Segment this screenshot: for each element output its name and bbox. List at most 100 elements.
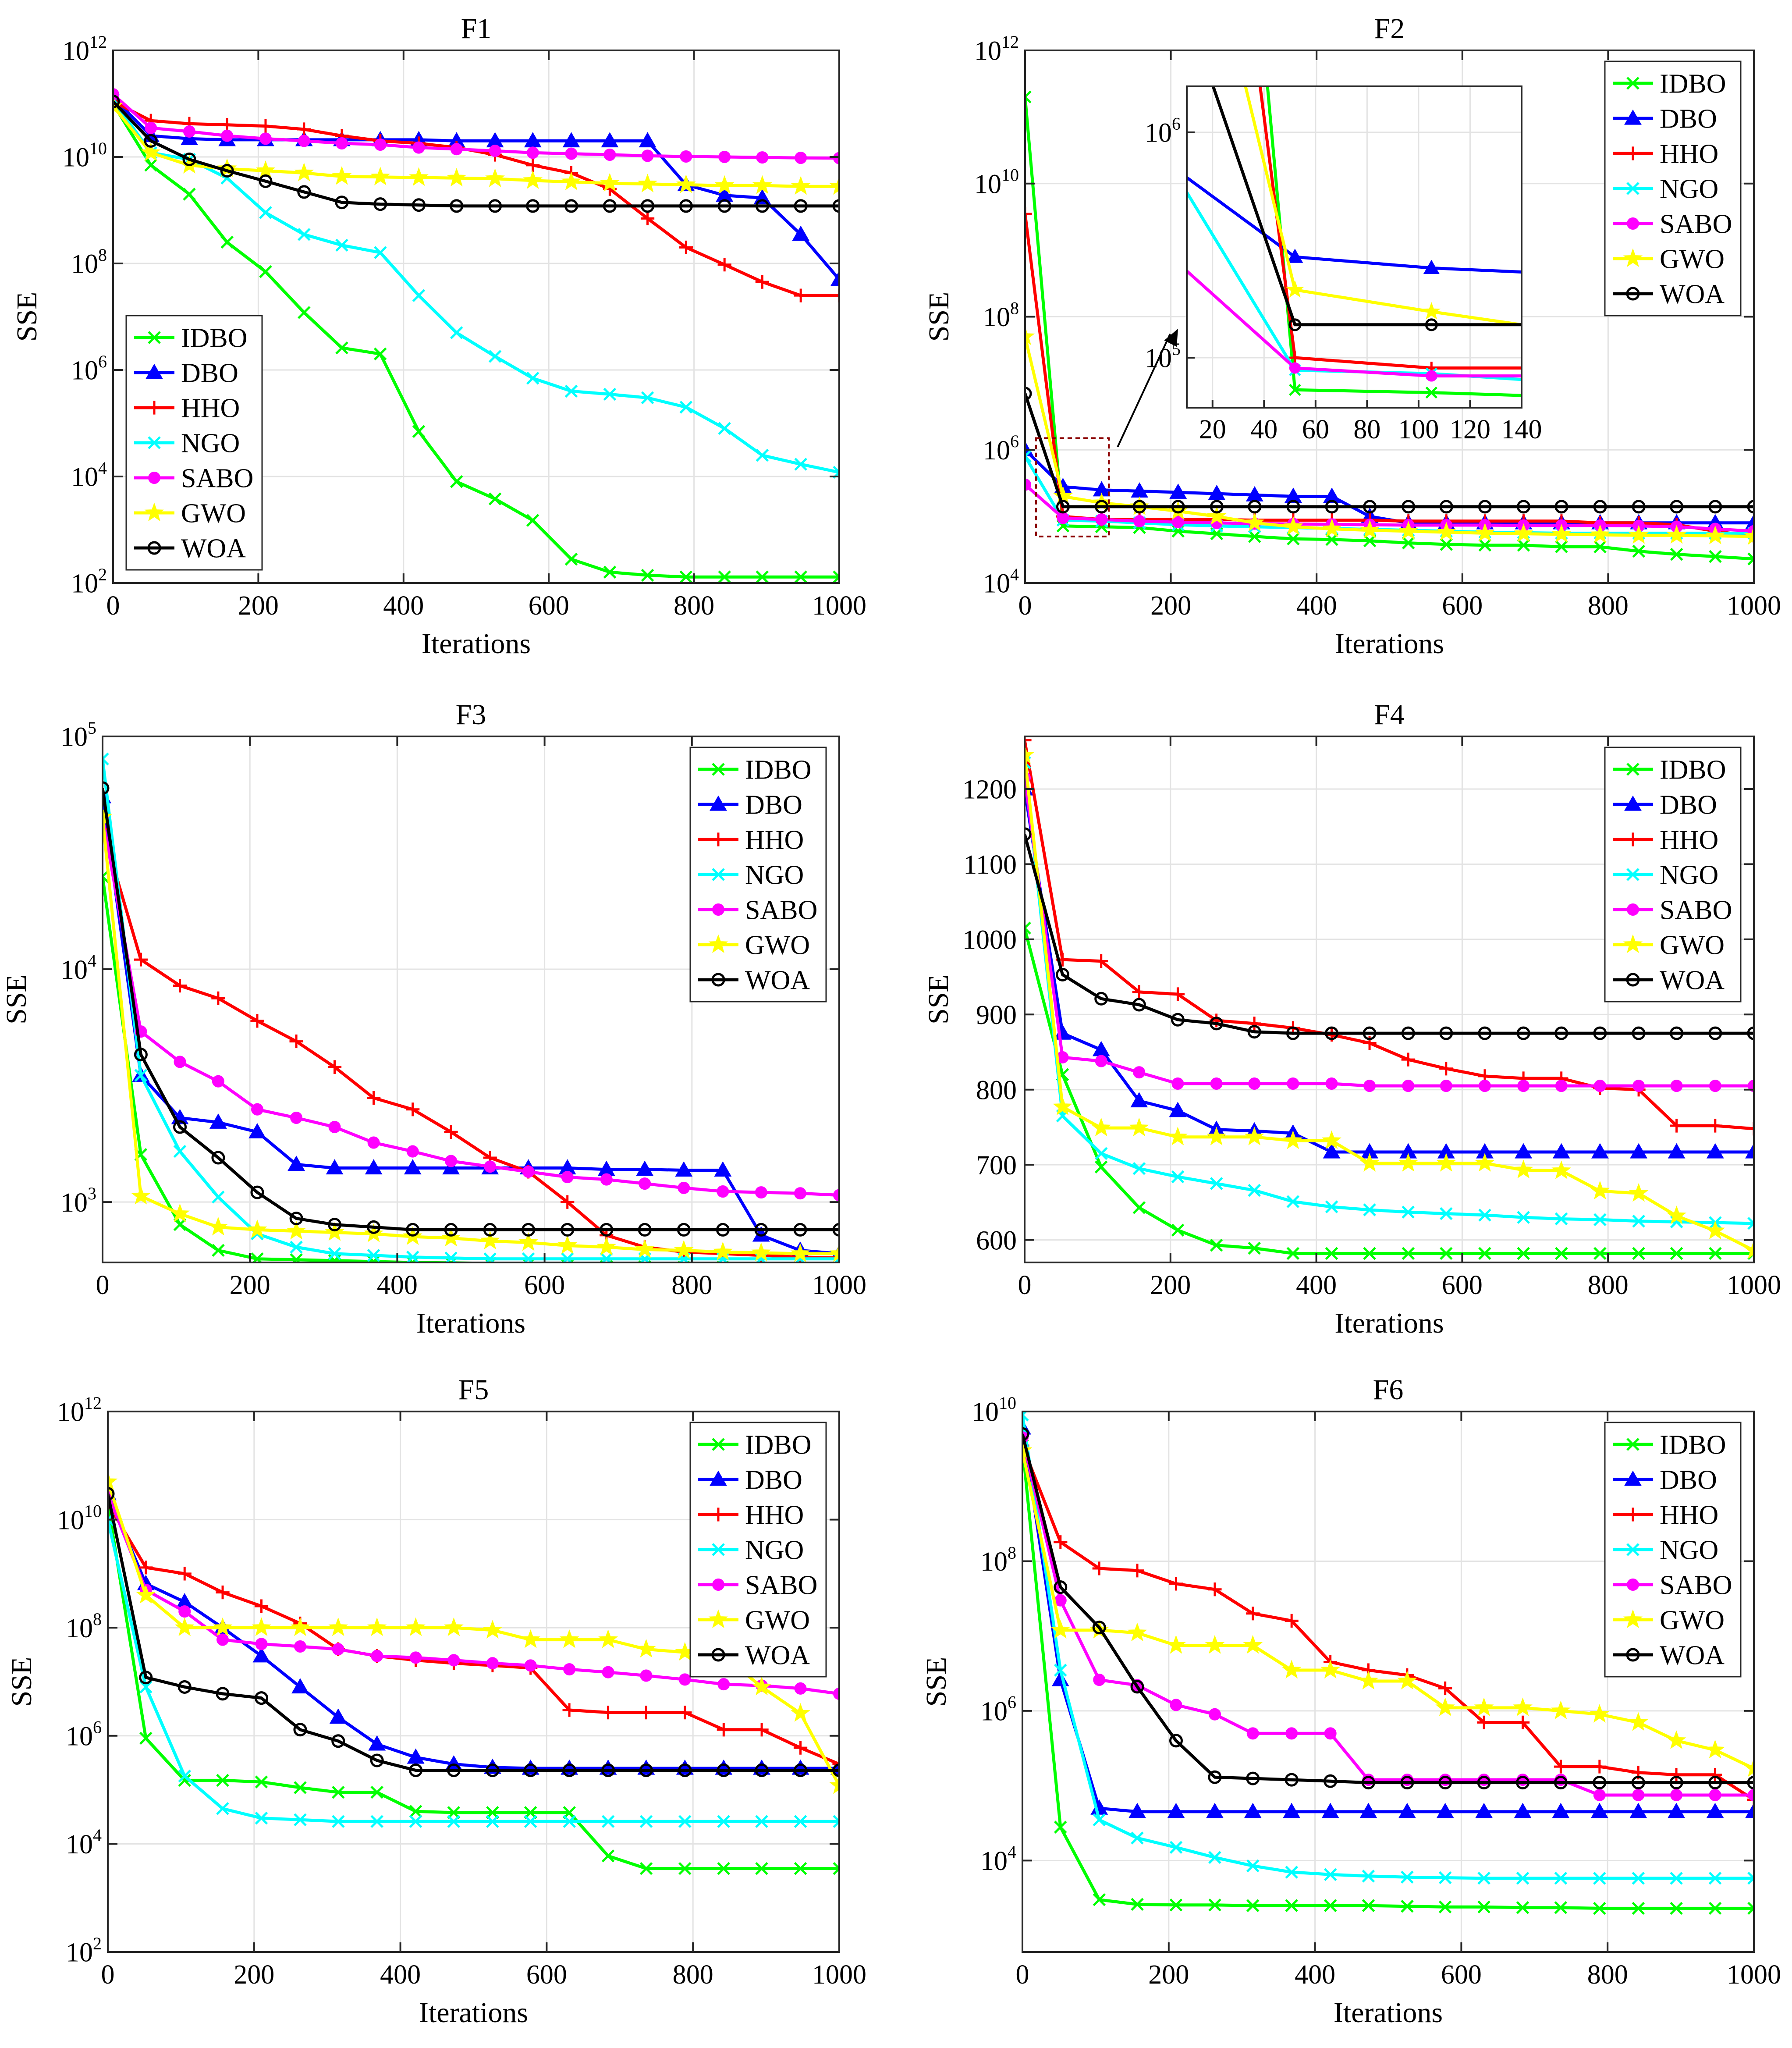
marker-gwo [752, 1676, 772, 1696]
marker-hho [1708, 1768, 1722, 1782]
x-tick-label: 400 [1295, 1960, 1335, 1990]
inset-line-sabo [1187, 269, 1522, 378]
marker-idbo [1210, 1238, 1223, 1252]
marker-idbo [1517, 538, 1530, 552]
marker-ngo [139, 1680, 153, 1694]
marker-sabo [1593, 1080, 1606, 1092]
marker-idbo [1670, 1247, 1683, 1260]
marker-gwo [600, 173, 620, 192]
marker-woa [1670, 500, 1684, 514]
marker-idbo [298, 306, 311, 319]
x-tick-label: 1000 [812, 1270, 866, 1300]
marker-ngo [1670, 1872, 1683, 1885]
legend-marker [1626, 182, 1639, 195]
legend-entry-dbo: DBO [1613, 790, 1717, 820]
marker-ngo [255, 1811, 268, 1825]
legend-entry-ngo: NGO [1613, 1536, 1718, 1565]
marker-woa [177, 1680, 192, 1694]
marker-woa [1478, 1026, 1492, 1040]
marker-gwo [559, 1629, 579, 1648]
marker-gwo [714, 175, 735, 194]
legend-label: HHO [745, 825, 804, 855]
marker-sabo [524, 1659, 537, 1672]
marker-ngo [1054, 1664, 1067, 1677]
marker-gwo [635, 1239, 655, 1258]
x-tick-label: 600 [529, 591, 569, 621]
marker-gwo [1053, 1096, 1072, 1116]
marker-idbo [1025, 90, 1032, 103]
marker-hho [1054, 1535, 1068, 1549]
marker-gwo [598, 1629, 618, 1648]
marker-idbo [639, 1862, 653, 1875]
marker-gwo [1629, 1183, 1649, 1202]
inset-line-idbo [1266, 86, 1522, 397]
marker-sabo [298, 135, 310, 147]
marker-ngo [564, 384, 578, 398]
marker-sabo [251, 1103, 264, 1116]
y-tick-label: 104 [983, 565, 1019, 599]
marker-hho [1130, 1564, 1144, 1578]
marker-hho [717, 258, 731, 272]
marker-woa [289, 1212, 303, 1226]
marker-hho [259, 119, 273, 133]
line-sabo [108, 1493, 839, 1696]
marker-woa [328, 1218, 342, 1232]
marker-sabo [1025, 478, 1031, 491]
marker-ngo [600, 1252, 613, 1262]
marker-hho [1208, 1582, 1222, 1596]
marker-idbo [1402, 1247, 1415, 1260]
marker-ngo [1094, 1147, 1108, 1160]
marker-ngo [1554, 1872, 1568, 1885]
x-tick-label: 800 [1588, 591, 1629, 621]
legend-marker [148, 472, 160, 484]
legend: IDBO DBO HHO NGO SABO GWO WOA [1604, 1422, 1742, 1678]
marker-sabo [445, 1155, 458, 1167]
marker-idbo [526, 514, 539, 527]
marker-sabo [1632, 1080, 1645, 1092]
marker-gwo [1281, 1660, 1302, 1679]
marker-dbo [1745, 1143, 1754, 1159]
marker-woa [641, 199, 655, 213]
marker-sabo [212, 1075, 224, 1088]
marker-woa [832, 1764, 839, 1777]
line-idbo [108, 1503, 839, 1870]
x-tick-label: 200 [1148, 1960, 1189, 1990]
series-woa [103, 781, 839, 1237]
marker-woa [1054, 1580, 1068, 1594]
marker-hho [1669, 1768, 1683, 1782]
legend-label: GWO [1660, 1606, 1725, 1636]
legend-marker [1626, 973, 1640, 987]
x-tick-label: 1000 [812, 591, 866, 621]
legend-marker [710, 795, 727, 811]
marker-sabo [603, 148, 616, 161]
x-tick-label: 0 [96, 1270, 110, 1300]
marker-woa [1022, 1427, 1029, 1441]
legend-label: DBO [181, 359, 238, 388]
marker-hho [1747, 1793, 1754, 1807]
legend-marker [1623, 934, 1643, 953]
marker-sabo [489, 145, 501, 157]
marker-sabo [290, 1112, 303, 1124]
marker-woa [108, 1487, 115, 1501]
marker-ngo [1517, 1211, 1530, 1224]
marker-idbo [1747, 1902, 1754, 1915]
marker-sabo [1246, 1727, 1259, 1740]
marker-gwo [1590, 1180, 1610, 1200]
inset-marker-hho [1288, 351, 1302, 364]
axes-frame [102, 736, 840, 1263]
marker-sabo [255, 1638, 268, 1650]
marker-woa [1631, 1776, 1645, 1790]
marker-gwo [1091, 1117, 1111, 1137]
marker-idbo [173, 1218, 187, 1231]
marker-woa [1361, 1776, 1375, 1790]
line-idbo [1025, 928, 1754, 1255]
marker-woa [1324, 1774, 1338, 1788]
marker-sabo [1285, 1727, 1298, 1740]
series-hho [1025, 736, 1754, 1136]
y-tick-label: 1200 [962, 775, 1017, 805]
marker-sabo [1210, 1077, 1223, 1090]
marker-ngo [1438, 1871, 1452, 1884]
inset-x-tick-label: 100 [1398, 415, 1439, 444]
marker-woa [717, 1763, 731, 1777]
legend-entry-idbo: IDBO [1613, 1430, 1726, 1460]
